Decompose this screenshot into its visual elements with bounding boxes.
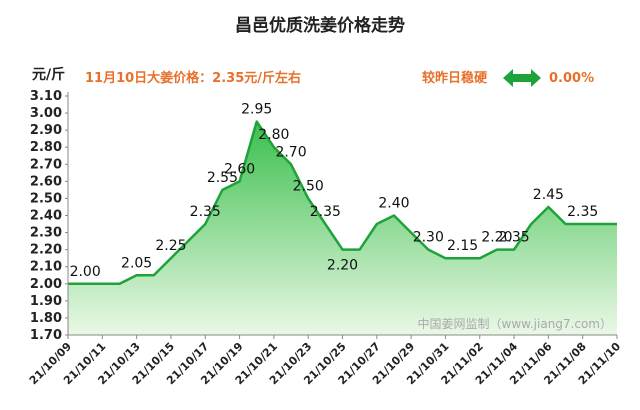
y-tick-label: 1.90 — [30, 294, 62, 309]
current-price-note: 11月10日大姜价格：2.35元/斤左右 — [85, 70, 301, 86]
watermark: 中国姜网监制（www.jiang7.com） — [418, 316, 612, 331]
data-label: 2.30 — [413, 230, 444, 246]
data-label: 2.50 — [293, 178, 324, 194]
data-label: 2.45 — [533, 187, 564, 203]
change-percent: 0.00% — [549, 71, 594, 86]
data-label: 2.40 — [378, 196, 409, 212]
data-label: 2.70 — [275, 144, 306, 160]
y-tick-label: 2.40 — [30, 209, 62, 224]
y-tick-label: 2.00 — [30, 277, 62, 292]
data-label: 2.35 — [498, 230, 529, 246]
data-label: 2.55 — [207, 170, 238, 186]
y-tick-label: 3.00 — [30, 106, 62, 121]
data-label: 2.80 — [258, 127, 289, 143]
data-label: 2.35 — [310, 204, 341, 220]
y-tick-label: 2.10 — [30, 260, 62, 275]
area-fill — [68, 121, 617, 335]
y-axis-ticks: 1.70 1.80 1.90 2.00 2.10 2.20 2.30 2.40 2.50 2.60… — [30, 89, 68, 343]
compare-label: 较昨日稳硬 — [422, 70, 488, 86]
data-label: 2.35 — [190, 204, 221, 220]
double-arrow-icon — [503, 69, 541, 87]
data-label: 2.15 — [447, 238, 478, 254]
y-tick-label: 2.80 — [30, 140, 62, 155]
data-label: 2.20 — [481, 230, 512, 246]
y-tick-label: 2.90 — [30, 123, 62, 138]
data-label: 2.20 — [327, 258, 358, 274]
y-tick-label: 2.60 — [30, 174, 62, 189]
data-label: 2.25 — [155, 238, 186, 254]
y-tick-label: 2.50 — [30, 191, 62, 206]
y-tick-label: 1.80 — [30, 311, 62, 326]
data-label: 2.95 — [241, 102, 272, 118]
y-tick-label: 2.20 — [30, 243, 62, 258]
y-tick-label: 1.70 — [30, 328, 62, 343]
data-label: 2.00 — [70, 264, 101, 280]
y-tick-label: 2.30 — [30, 226, 62, 241]
y-tick-label: 3.10 — [30, 89, 62, 104]
y-tick-label: 2.70 — [30, 157, 62, 172]
data-label: 2.35 — [567, 204, 598, 220]
data-label: 2.05 — [121, 255, 152, 271]
data-label: 2.60 — [224, 161, 255, 177]
y-axis-unit-label: 元/斤 — [32, 66, 65, 83]
data-labels: 2.00 2.052.25 2.35 2.552.60 2.95 2.802.70 2.50… — [70, 102, 599, 280]
x-axis-ticks: 21/10/0921/10/1121/10/1321/10/1521/10/17… — [27, 335, 623, 387]
series-line — [68, 120, 617, 286]
chart-title: 昌邑优质洗姜价格走势 — [235, 15, 405, 36]
